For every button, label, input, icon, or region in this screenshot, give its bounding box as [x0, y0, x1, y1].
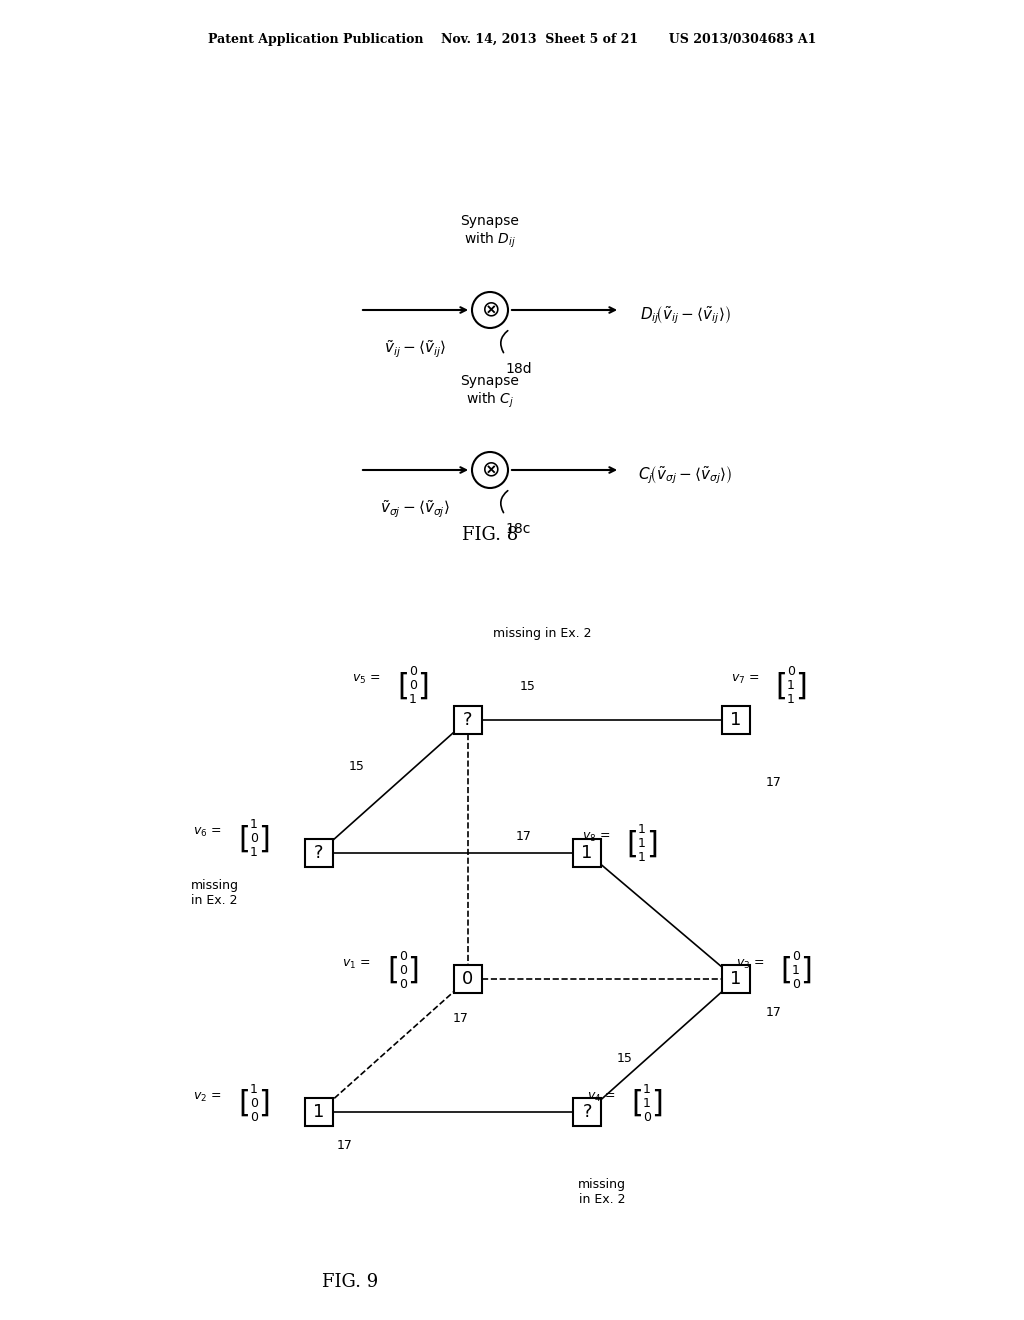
Text: ]: ] [800, 956, 812, 985]
Text: 15: 15 [519, 680, 536, 693]
Text: 1: 1 [730, 710, 741, 729]
Text: $\tilde{v}_{ij}-\langle\tilde{v}_{ij}\rangle$: $\tilde{v}_{ij}-\langle\tilde{v}_{ij}\ra… [384, 338, 446, 359]
Text: 15: 15 [348, 760, 365, 772]
Text: $v_4$ =: $v_4$ = [587, 1090, 615, 1104]
Text: [: [ [631, 1089, 643, 1118]
Text: 1: 1 [793, 964, 800, 977]
Text: FIG. 9: FIG. 9 [322, 1272, 378, 1291]
Text: ]: ] [646, 829, 658, 858]
Text: 0: 0 [399, 978, 407, 990]
Text: 1: 1 [638, 837, 646, 850]
FancyBboxPatch shape [454, 706, 482, 734]
Text: 0: 0 [793, 949, 800, 962]
Text: 1: 1 [313, 1104, 325, 1121]
Text: 15: 15 [616, 1052, 632, 1065]
FancyBboxPatch shape [305, 1098, 333, 1126]
Text: $v_7$ =: $v_7$ = [731, 673, 759, 686]
Text: 17: 17 [453, 1012, 468, 1026]
Text: $v_2$ =: $v_2$ = [194, 1090, 222, 1104]
FancyBboxPatch shape [573, 1098, 601, 1126]
Text: $D_{ij}\!\left(\tilde{v}_{ij}-\langle\tilde{v}_{ij}\rangle\right)$: $D_{ij}\!\left(\tilde{v}_{ij}-\langle\ti… [640, 304, 730, 326]
Text: 1: 1 [582, 843, 593, 862]
Text: 1: 1 [250, 818, 258, 832]
Text: ]: ] [651, 1089, 663, 1118]
Text: 17: 17 [337, 1139, 353, 1152]
Text: 18c: 18c [505, 521, 530, 536]
Text: 17: 17 [516, 829, 531, 842]
Text: $v_1$ =: $v_1$ = [342, 957, 371, 970]
Text: 0: 0 [409, 665, 417, 678]
FancyBboxPatch shape [305, 838, 333, 867]
Text: ?: ? [583, 1104, 592, 1121]
Text: 1: 1 [643, 1082, 651, 1096]
Text: 0: 0 [399, 949, 407, 962]
Text: $\otimes$: $\otimes$ [480, 300, 500, 319]
Text: ]: ] [407, 956, 419, 985]
Text: 0: 0 [462, 970, 473, 989]
Text: [: [ [626, 829, 638, 858]
Text: 0: 0 [399, 964, 407, 977]
Text: 1: 1 [787, 693, 795, 706]
FancyBboxPatch shape [722, 965, 751, 993]
FancyBboxPatch shape [573, 838, 601, 867]
Text: Synapse
with $C_j$: Synapse with $C_j$ [461, 374, 519, 411]
Text: $v_3$ =: $v_3$ = [735, 957, 764, 970]
Text: [: [ [238, 1089, 250, 1118]
Text: Synapse
with $D_{ij}$: Synapse with $D_{ij}$ [461, 214, 519, 249]
Text: FIG. 8: FIG. 8 [462, 525, 518, 544]
Text: 1: 1 [643, 1097, 651, 1110]
FancyBboxPatch shape [454, 965, 482, 993]
Text: 1: 1 [787, 680, 795, 692]
Text: [: [ [780, 956, 792, 985]
Text: 17: 17 [765, 1006, 781, 1019]
Text: 1: 1 [638, 851, 646, 865]
Text: $\tilde{v}_{\sigma j}-\langle\tilde{v}_{\sigma j}\rangle$: $\tilde{v}_{\sigma j}-\langle\tilde{v}_{… [380, 498, 450, 520]
Text: missing in Ex. 2: missing in Ex. 2 [494, 627, 592, 640]
Text: ]: ] [258, 1089, 270, 1118]
Text: ?: ? [314, 843, 324, 862]
Text: missing
in Ex. 2: missing in Ex. 2 [190, 879, 239, 907]
Text: $C_j\!\left(\tilde{v}_{\sigma j}-\langle\tilde{v}_{\sigma j}\rangle\right)$: $C_j\!\left(\tilde{v}_{\sigma j}-\langle… [638, 465, 732, 486]
Text: [: [ [397, 671, 409, 700]
Text: 0: 0 [793, 978, 800, 990]
Text: [: [ [775, 671, 787, 700]
Text: 1: 1 [730, 970, 741, 989]
Text: [: [ [238, 824, 250, 853]
Text: $v_6$ =: $v_6$ = [194, 826, 222, 840]
Text: 1: 1 [409, 693, 417, 706]
Text: ]: ] [417, 671, 429, 700]
Text: 1: 1 [638, 824, 646, 836]
Text: 0: 0 [250, 832, 258, 845]
Text: $\otimes$: $\otimes$ [480, 459, 500, 480]
Text: 0: 0 [643, 1110, 651, 1123]
Text: ?: ? [463, 710, 473, 729]
Text: missing
in Ex. 2: missing in Ex. 2 [578, 1177, 626, 1206]
Text: Patent Application Publication    Nov. 14, 2013  Sheet 5 of 21       US 2013/030: Patent Application Publication Nov. 14, … [208, 33, 816, 46]
Text: ]: ] [258, 824, 270, 853]
Text: $v_8$ =: $v_8$ = [582, 832, 610, 845]
FancyBboxPatch shape [722, 706, 751, 734]
Text: 1: 1 [250, 846, 258, 859]
Text: $v_5$ =: $v_5$ = [352, 673, 381, 686]
Text: 0: 0 [787, 665, 795, 678]
Text: 0: 0 [250, 1097, 258, 1110]
Text: 0: 0 [250, 1110, 258, 1123]
Text: 1: 1 [250, 1082, 258, 1096]
Text: ]: ] [796, 671, 807, 700]
Text: [: [ [387, 956, 398, 985]
Text: 0: 0 [409, 680, 417, 692]
Text: 17: 17 [765, 776, 781, 789]
Text: 18d: 18d [505, 362, 531, 376]
